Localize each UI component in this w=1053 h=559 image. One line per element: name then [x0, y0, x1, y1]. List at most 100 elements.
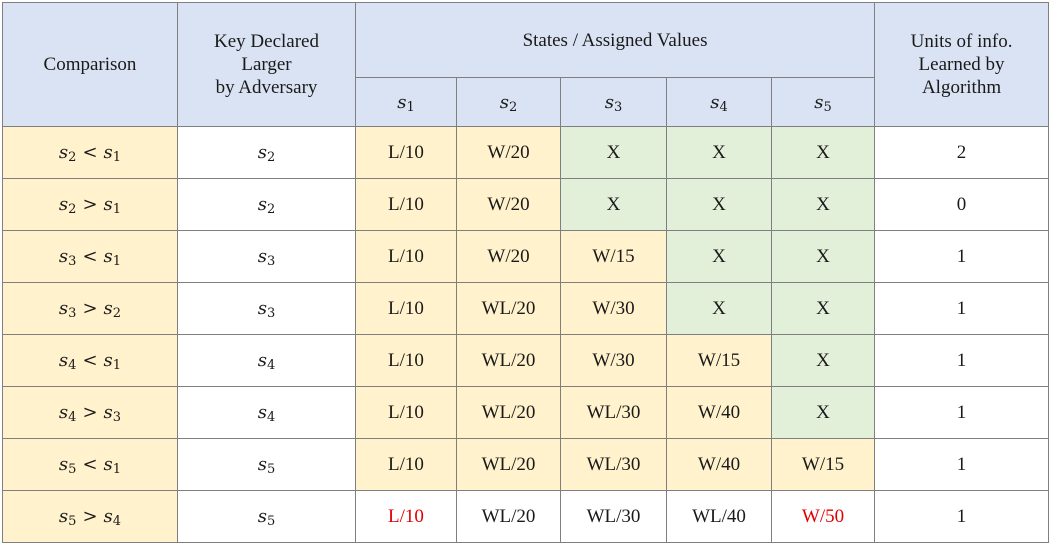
units-learned-cell: 1	[874, 230, 1050, 283]
math-variable: s4	[103, 505, 122, 529]
state-value-cell: X	[770, 282, 876, 335]
table-row: s3 < s1 s3 L/10 W/20 W/15 X X 1	[2, 230, 1050, 283]
state-value-cell: W/50	[770, 490, 876, 543]
math-variable: s3	[257, 245, 276, 269]
comparison-cell: s2 < s1	[2, 126, 178, 179]
math-variable: s4	[58, 401, 77, 425]
units-learned-cell: 1	[874, 282, 1050, 335]
key-declared-cell: s3	[177, 230, 356, 283]
state-value-cell: WL/30	[560, 490, 667, 543]
adversary-comparison-table: Comparison Key Declared Larger by Advers…	[2, 2, 1050, 543]
table-row: s5 > s4 s5 L/10 WL/20 WL/30 WL/40 W/50 1	[2, 490, 1050, 543]
state-value-cell: W/20	[456, 230, 561, 283]
comparison-cell: s5 > s4	[2, 490, 178, 543]
math-variable: s5	[814, 91, 832, 115]
header-state-s2: s2	[456, 77, 561, 127]
math-variable: s3	[58, 297, 77, 321]
table-row: s2 < s1 s2 L/10 W/20 X X X 2	[2, 126, 1050, 179]
key-declared-cell: s4	[177, 386, 356, 439]
state-value-cell: W/20	[456, 178, 561, 231]
state-value-cell: W/20	[456, 126, 561, 179]
state-value-cell: WL/20	[456, 490, 561, 543]
math-variable: s5	[58, 505, 77, 529]
state-value-cell: WL/40	[666, 490, 772, 543]
state-value-cell: X	[666, 178, 772, 231]
state-value-cell: W/40	[666, 386, 772, 439]
table-row: s4 > s3 s4 L/10 WL/20 WL/30 W/40 X 1	[2, 386, 1050, 439]
state-value-cell: X	[560, 126, 667, 179]
math-variable: s3	[257, 297, 276, 321]
comparison-cell: s3 < s1	[2, 230, 178, 283]
math-variable: s3	[604, 91, 623, 115]
key-declared-cell: s2	[177, 126, 356, 179]
state-value-cell: W/40	[666, 438, 772, 491]
state-value-cell: L/10	[355, 438, 457, 491]
comparison-cell: s4 > s3	[2, 386, 178, 439]
state-value-cell: X	[560, 178, 667, 231]
math-variable: s4	[257, 401, 276, 425]
key-declared-cell: s5	[177, 438, 356, 491]
header-state-s3: s3	[560, 77, 667, 127]
state-value-cell: WL/20	[456, 282, 561, 335]
comparison-cell: s4 < s1	[2, 334, 178, 387]
header-comparison: Comparison	[2, 2, 178, 127]
math-variable: s2	[499, 91, 518, 115]
units-learned-cell: 1	[874, 386, 1050, 439]
math-variable: s5	[257, 453, 276, 477]
state-value-cell: WL/30	[560, 386, 667, 439]
math-variable: s2	[103, 297, 122, 321]
key-declared-cell: s4	[177, 334, 356, 387]
math-variable: s1	[397, 91, 415, 115]
math-variable: s1	[103, 141, 122, 165]
key-declared-cell: s2	[177, 178, 356, 231]
math-variable: s2	[257, 193, 276, 217]
units-learned-cell: 2	[874, 126, 1050, 179]
table-row: s4 < s1 s4 L/10 WL/20 W/30 W/15 X 1	[2, 334, 1050, 387]
comparison-cell: s5 < s1	[2, 438, 178, 491]
state-value-cell: X	[770, 386, 876, 439]
math-variable: s3	[58, 245, 77, 269]
math-variable: s2	[58, 193, 77, 217]
state-value-cell: W/15	[560, 230, 667, 283]
header-states: States / Assigned Values	[354, 2, 876, 78]
state-value-cell: L/10	[355, 178, 457, 231]
state-value-cell: X	[666, 126, 772, 179]
math-variable: s1	[103, 453, 122, 477]
header-state-s5: s5	[770, 77, 876, 127]
math-variable: s4	[58, 349, 77, 373]
math-variable: s4	[257, 349, 276, 373]
state-value-cell: X	[770, 178, 876, 231]
header-units: Units of info. Learned by Algorithm	[874, 2, 1050, 127]
units-learned-cell: 1	[874, 490, 1050, 543]
math-variable: s2	[58, 141, 77, 165]
state-value-cell: L/10	[355, 490, 457, 543]
state-value-cell: X	[666, 230, 772, 283]
state-value-cell: L/10	[355, 126, 457, 179]
math-variable: s2	[257, 141, 276, 165]
header-state-s4: s4	[666, 77, 772, 127]
units-learned-cell: 1	[874, 334, 1050, 387]
state-value-cell: L/10	[355, 282, 457, 335]
state-value-cell: L/10	[355, 230, 457, 283]
state-value-cell: WL/30	[560, 438, 667, 491]
math-variable: s4	[710, 91, 728, 115]
units-learned-cell: 1	[874, 438, 1050, 491]
state-value-cell: L/10	[355, 386, 457, 439]
state-value-cell: X	[770, 230, 876, 283]
state-value-cell: X	[770, 126, 876, 179]
state-value-cell: W/30	[560, 334, 667, 387]
units-learned-cell: 0	[874, 178, 1050, 231]
state-value-cell: X	[770, 334, 876, 387]
key-declared-cell: s3	[177, 282, 356, 335]
math-variable: s3	[103, 401, 122, 425]
comparison-cell: s2 > s1	[2, 178, 178, 231]
header-key-declared: Key Declared Larger by Adversary	[177, 2, 356, 127]
table-row: s5 < s1 s5 L/10 WL/20 WL/30 W/40 W/15 1	[2, 438, 1050, 491]
math-variable: s5	[58, 453, 77, 477]
table-row: s3 > s2 s3 L/10 WL/20 W/30 X X 1	[2, 282, 1050, 335]
header-state-s1: s1	[355, 77, 457, 127]
state-value-cell: W/15	[770, 438, 876, 491]
math-variable: s5	[257, 505, 276, 529]
math-variable: s1	[103, 245, 122, 269]
math-variable: s1	[103, 349, 122, 373]
